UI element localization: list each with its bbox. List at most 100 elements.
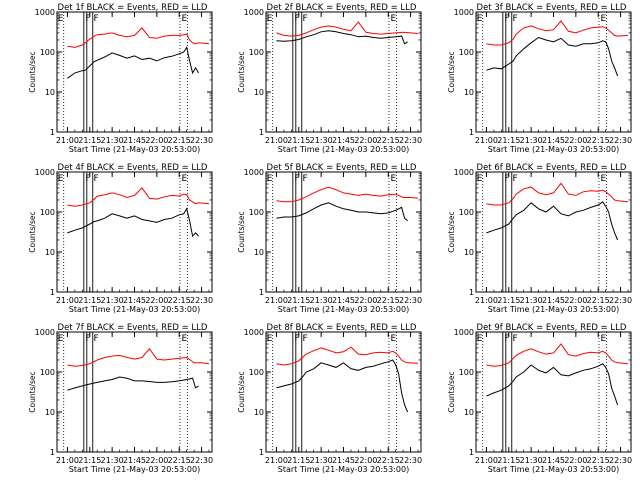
y-tick-label: 100 xyxy=(459,48,474,57)
y-tick-label: 1 xyxy=(469,288,474,297)
x-axis-label: Start Time (21-May-03 20:53:00) xyxy=(488,145,619,154)
x-tick-label: 21:30 xyxy=(101,456,124,465)
region-flag-label: F xyxy=(303,174,308,184)
region-flag-label: E xyxy=(267,14,273,24)
x-axis-label: Start Time (21-May-03 20:53:00) xyxy=(278,465,409,474)
x-tick-label: 21:00 xyxy=(56,296,79,305)
x-tick-label: 21:00 xyxy=(475,296,498,305)
x-tick-label: 22:00 xyxy=(145,456,168,465)
y-tick-label: 10 xyxy=(464,408,474,417)
y-tick-label: 10 xyxy=(254,88,264,97)
series-events-line xyxy=(486,36,619,77)
x-axis-label: Start Time (21-May-03 20:53:00) xyxy=(278,305,409,314)
x-tick-label: 21:45 xyxy=(332,136,355,145)
x-tick-label: 22:30 xyxy=(190,456,213,465)
y-tick-label: 1 xyxy=(259,288,264,297)
x-tick-label: 21:30 xyxy=(310,136,333,145)
x-tick-label: 21:30 xyxy=(101,136,124,145)
x-tick-label: 21:15 xyxy=(497,136,520,145)
plot-frame xyxy=(56,11,213,133)
y-axis-label: Counts/sec xyxy=(447,211,456,252)
series-events-line xyxy=(67,376,199,391)
x-tick-label: 21:15 xyxy=(287,456,310,465)
region-flag-label: E xyxy=(600,174,606,184)
x-tick-label: 22:15 xyxy=(587,296,610,305)
series-events-line xyxy=(276,30,408,45)
region-flag-label: E xyxy=(477,334,483,344)
y-tick-label: 100 xyxy=(40,208,55,217)
region-flag-label: E xyxy=(58,174,64,184)
panel-4: Det 4f BLACK = Events, RED = LLD 1 10 100 10… xyxy=(28,163,213,314)
panel-title: Det 3f BLACK = Events, RED = LLD xyxy=(477,3,627,13)
x-tick-label: 22:00 xyxy=(354,456,377,465)
x-tick-label: 21:00 xyxy=(475,136,498,145)
y-axis-label: Counts/sec xyxy=(237,211,246,252)
panel-9: Det 9f BLACK = Events, RED = LLD 1 10 100 10… xyxy=(447,323,632,474)
y-tick-label: 100 xyxy=(40,368,55,377)
x-tick-label: 21:45 xyxy=(123,456,146,465)
region-flag-label: E xyxy=(477,174,483,184)
y-tick-label: 1000 xyxy=(244,8,264,17)
y-tick-label: 1 xyxy=(50,288,55,297)
x-tick-label: 22:15 xyxy=(168,296,191,305)
x-tick-label: 21:45 xyxy=(123,296,146,305)
region-flag-label: E xyxy=(390,174,396,184)
x-tick-label: 21:45 xyxy=(332,456,355,465)
x-tick-label: 22:00 xyxy=(354,296,377,305)
y-axis-label: Counts/sec xyxy=(237,51,246,92)
y-tick-label: 10 xyxy=(45,88,55,97)
x-tick-label: 22:15 xyxy=(587,456,610,465)
y-tick-label: 1000 xyxy=(454,8,474,17)
region-flag-label: F xyxy=(513,174,518,184)
panel-title: Det 2f BLACK = Events, RED = LLD xyxy=(267,3,417,13)
y-tick-label: 1 xyxy=(50,128,55,137)
plot-frame xyxy=(265,171,422,293)
y-tick-label: 100 xyxy=(249,368,264,377)
y-tick-label: 1000 xyxy=(244,168,264,177)
plot-frame xyxy=(265,11,422,133)
region-flag-label: F xyxy=(504,334,509,344)
panel-title: Det 1f BLACK = Events, RED = LLD xyxy=(58,3,208,13)
region-flag-label: F xyxy=(85,334,90,344)
series-lld-line xyxy=(276,21,419,37)
y-tick-label: 10 xyxy=(45,248,55,257)
plot-frame xyxy=(265,331,422,453)
x-tick-label: 22:30 xyxy=(399,136,422,145)
region-flag-label: E xyxy=(181,174,187,184)
series-events-line xyxy=(486,363,619,406)
region-flag-label: F xyxy=(85,174,90,184)
y-tick-label: 1 xyxy=(469,448,474,457)
x-tick-label: 22:15 xyxy=(377,456,400,465)
x-tick-label: 21:00 xyxy=(265,456,288,465)
series-events-line xyxy=(276,359,409,413)
region-flag-label: E xyxy=(477,14,483,24)
panel-title: Det 7f BLACK = Events, RED = LLD xyxy=(58,323,208,333)
region-flag-label: F xyxy=(303,14,308,24)
x-axis-label: Start Time (21-May-03 20:53:00) xyxy=(488,305,619,314)
series-lld-line xyxy=(276,346,419,366)
x-tick-label: 21:30 xyxy=(520,456,543,465)
plot-frame xyxy=(475,171,632,293)
series-events-line xyxy=(486,201,619,241)
x-axis-label: Start Time (21-May-03 20:53:00) xyxy=(488,465,619,474)
region-flag-label: F xyxy=(94,174,99,184)
region-flag-label: F xyxy=(294,174,299,184)
panel-6: Det 6f BLACK = Events, RED = LLD 1 10 100 10… xyxy=(447,163,632,314)
series-lld-line xyxy=(276,186,419,203)
panel-title: Det 5f BLACK = Events, RED = LLD xyxy=(267,163,417,173)
panel-7: Det 7f BLACK = Events, RED = LLD 1 10 100 10… xyxy=(28,323,213,474)
panel-title: Det 4f BLACK = Events, RED = LLD xyxy=(58,163,208,173)
series-lld-line xyxy=(67,187,210,207)
x-tick-label: 22:15 xyxy=(377,136,400,145)
panel-title: Det 6f BLACK = Events, RED = LLD xyxy=(477,163,627,173)
x-tick-label: 21:15 xyxy=(78,456,101,465)
y-tick-label: 10 xyxy=(254,408,264,417)
y-tick-label: 1000 xyxy=(35,8,55,17)
series-events-line xyxy=(67,46,200,79)
y-tick-label: 10 xyxy=(464,88,474,97)
x-tick-label: 21:45 xyxy=(542,296,565,305)
region-flag-label: F xyxy=(94,14,99,24)
x-tick-label: 22:00 xyxy=(145,296,168,305)
